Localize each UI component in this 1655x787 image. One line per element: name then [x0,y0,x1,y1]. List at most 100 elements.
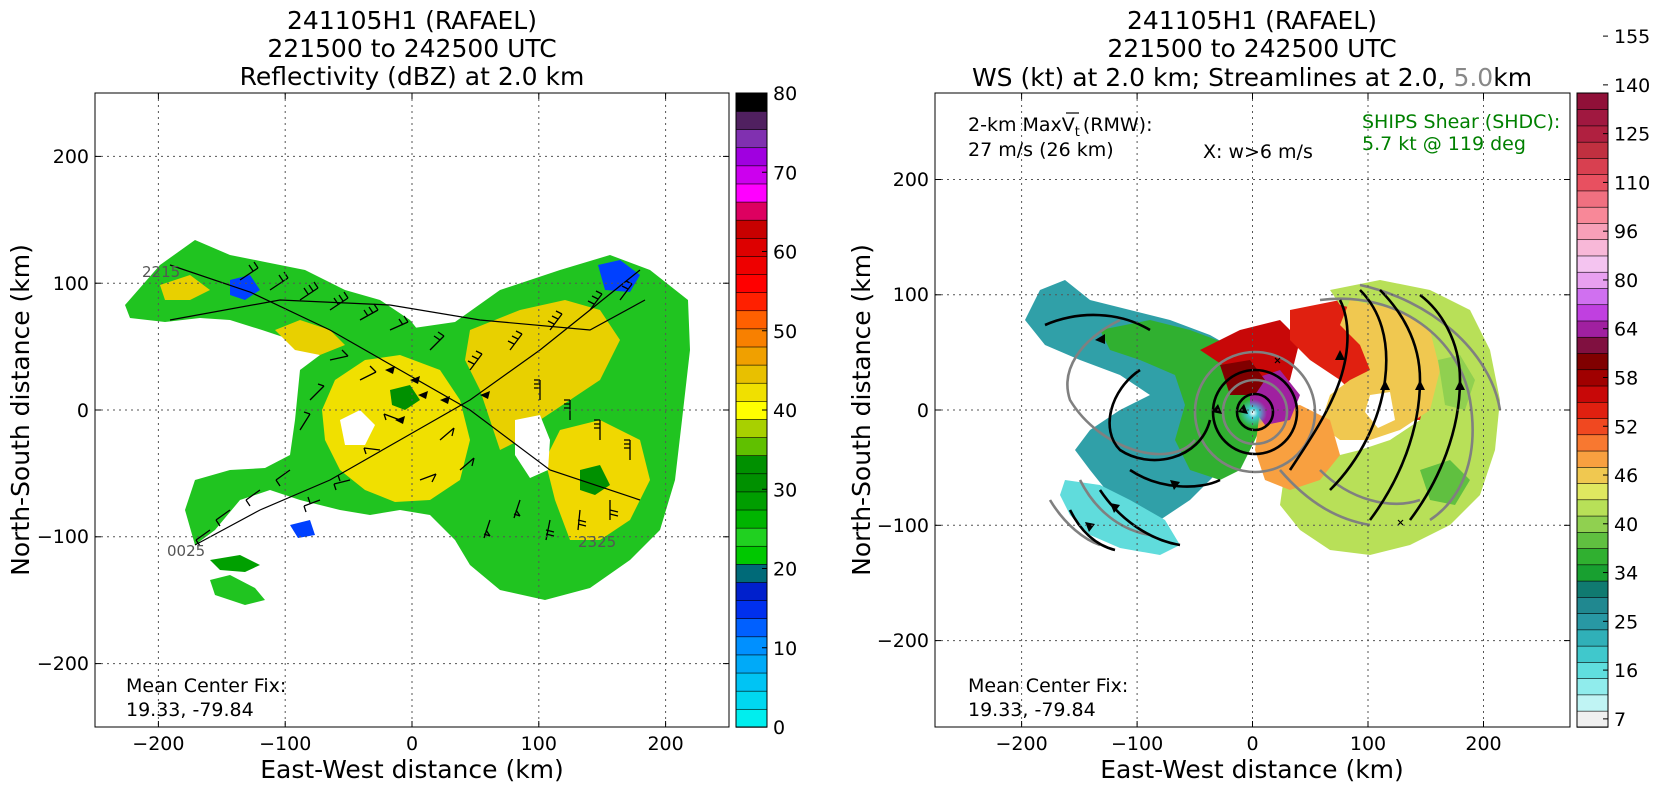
right-grid [935,93,1570,727]
colorbar-bin [735,255,768,275]
streamlines-5km [1048,283,1502,547]
colorbar-tick-label: 40 [1614,514,1638,536]
left-y-axis-label: North-South distance (km) [6,244,35,576]
colorbar-bin [1576,434,1609,452]
colorbar-bin [1576,677,1609,696]
left-title-line-2: 221500 to 242500 UTC [267,34,556,63]
left-ytick-label: −200 [37,653,89,675]
left-plot-area [95,93,729,727]
left-grid [95,93,729,727]
right-title-line-3-part-b: 5.0 [1453,63,1493,92]
right-panel: 241105H1 (RAFAEL) 221500 to 242500 UTC W… [847,6,1650,784]
right-mean-center-fix-value: 19.33, -79.84 [968,699,1096,721]
colorbar-bin [1576,547,1609,566]
max-vt-subscript: t [1075,125,1080,140]
flight-track [169,264,646,546]
colorbar-bin [735,690,768,710]
colorbar-bin [735,310,768,330]
max-vt-label: 2-km MaxVt (RMW): [968,114,1153,140]
left-colorbar: 0 10 20 30 40 50 60 70 80 [735,83,797,739]
colorbar-bin [1576,255,1609,273]
colorbar-bin [735,527,768,547]
left-mean-center-fix-label: Mean Center Fix: [126,675,286,697]
colorbar-bin [735,636,768,656]
colorbar-bin [1576,336,1609,354]
colorbar-bin [735,418,768,438]
left-y-tick-labels: 200 100 0 −100 −200 [37,146,89,675]
colorbar-bin [1576,304,1609,322]
reflectivity-field [125,240,690,605]
colorbar-bin [735,147,768,167]
colorbar-bin [1576,287,1609,306]
barb-flags [385,366,490,424]
left-title-line-3: Reflectivity (dBZ) at 2.0 km [240,62,585,91]
colorbar-tick-label: 34 [1614,563,1638,585]
left-ytick-label: 200 [53,146,89,168]
colorbar-bin [735,201,768,221]
colorbar-bin [735,708,768,728]
max-vt-label-text: 2-km MaxV [968,114,1075,136]
colorbar-bin [1576,108,1609,127]
colorbar-frame [1576,92,1609,728]
colorbar-bin [735,291,768,312]
right-x-tick-labels: −200 −100 0 100 200 [996,733,1502,755]
colorbar-bin [735,273,768,293]
colorbar-tick-label: 7 [1614,709,1626,731]
colorbar-bin [1576,206,1609,224]
right-title-line-1: 241105H1 (RAFAEL) [1127,6,1377,35]
right-ytick-label: −100 [877,515,929,537]
colorbar-tick-label: 40 [773,400,797,422]
colorbar-tick-label: 125 [1614,124,1650,146]
right-y-axis-label: North-South distance (km) [847,244,876,576]
colorbar-bin [1576,450,1609,468]
left-x-axis-label: East-West distance (km) [260,755,564,784]
colorbar-bin [1576,580,1609,598]
colorbar-bin [1576,694,1609,712]
colorbar-tick-label: 52 [1614,416,1638,438]
colorbar-tick-label: 20 [773,559,797,581]
left-title-line-1: 241105H1 (RAFAEL) [287,6,537,35]
colorbar-bin [735,92,768,112]
colorbar-tick-label: 70 [773,162,797,184]
left-panel: 241105H1 (RAFAEL) 221500 to 242500 UTC R… [6,6,797,784]
right-mean-center-fix-label: Mean Center Fix: [968,675,1128,697]
colorbar-tick-label: 46 [1614,465,1638,487]
colorbar-bin [735,654,768,674]
right-x-axis-label: East-West distance (km) [1100,755,1404,784]
left-xtick-label: 100 [521,733,557,755]
right-ticks [935,93,1570,727]
colorbar-bin [1576,141,1609,159]
left-xtick-label: 0 [406,733,418,755]
colorbar-tick-label: 110 [1614,172,1650,194]
right-ytick-label: −200 [877,630,929,652]
right-plot-area [935,93,1570,727]
right-xtick-label: 100 [1350,733,1386,755]
colorbar-bin [735,436,768,456]
colorbar-bin [735,509,768,529]
time-mark-2325: 2325 [578,533,616,551]
right-xtick-label: 0 [1246,733,1258,755]
updraft-markers [1274,357,1404,526]
left-xtick-label: −200 [132,733,184,755]
colorbar-bin [1576,596,1609,614]
colorbar-tick-label: 155 [1614,26,1650,48]
colorbar-bin [1576,401,1609,419]
right-title-line-3: WS (kt) at 2.0 km; Streamlines at 2.0, 5… [972,63,1532,92]
colorbar-bin [1576,385,1609,403]
colorbar-bin [1576,482,1609,501]
colorbar-bin [735,110,768,130]
colorbar-bin [735,346,768,366]
colorbar-tick-label: 50 [773,321,797,343]
colorbar-tick-label: 80 [1614,270,1638,292]
colorbar-tick-label: 64 [1614,319,1638,341]
colorbar-tick-label: 0 [773,717,785,739]
colorbar-tick-label: 30 [773,479,797,501]
right-xtick-label: 200 [1465,733,1501,755]
right-title-line-2: 221500 to 242500 UTC [1107,34,1396,63]
updraft-note: X: w>6 m/s [1203,141,1313,163]
colorbar-bin [1576,499,1609,517]
colorbar-bin [735,183,768,203]
colorbar-bin [735,581,768,601]
colorbar-bin [735,219,768,239]
